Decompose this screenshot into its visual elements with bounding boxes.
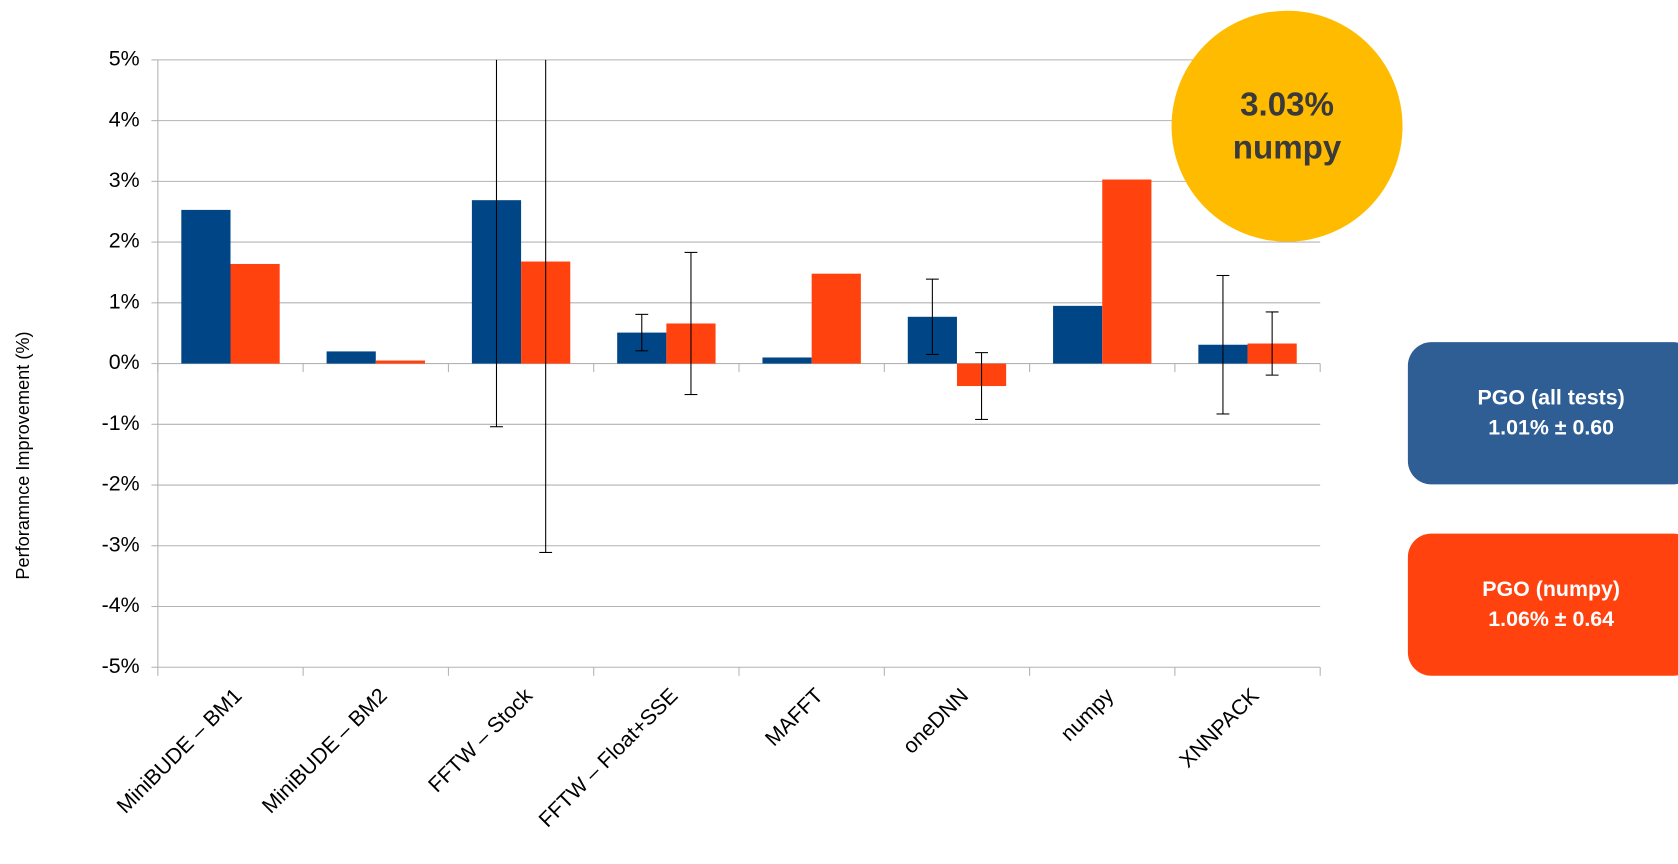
y-tick-label: -4%: [102, 593, 140, 617]
bar: [181, 209, 231, 364]
y-tick-label: -3%: [102, 532, 140, 556]
y-tick-label: 1%: [109, 289, 140, 313]
x-tick-label: MAFFT: [760, 683, 827, 750]
y-tick-label: 5%: [109, 47, 140, 71]
x-tick-label: numpy: [1056, 683, 1119, 746]
error-bar: [539, 59, 553, 553]
y-tick-label: -2%: [102, 472, 140, 496]
legend-box: [1407, 533, 1678, 676]
error-bar: [635, 313, 649, 352]
legend-label: PGO (numpy): [1482, 577, 1620, 601]
y-tick-label: 4%: [109, 107, 140, 131]
y-tick-label: 0%: [109, 350, 140, 374]
legend-summary: 1.06% ± 0.64: [1488, 607, 1614, 631]
y-tick-label: 3%: [109, 168, 140, 192]
y-axis-title: Perforamnce Improvement (%): [13, 331, 33, 579]
x-tick-label: MiniBUDE – BM1: [112, 683, 247, 818]
bar: [811, 273, 861, 364]
error-bar: [490, 59, 503, 428]
legend-box: [1407, 342, 1678, 485]
x-tick-label: XNNPACK: [1175, 683, 1264, 772]
bar: [762, 357, 812, 364]
y-tick-label: -1%: [102, 411, 140, 435]
legend-summary: 1.01% ± 0.60: [1488, 415, 1614, 439]
bar: [375, 360, 425, 364]
bar: [1102, 179, 1152, 364]
x-tick-label: oneDNN: [898, 683, 973, 758]
x-tick-label: MiniBUDE – BM2: [257, 683, 392, 818]
callout-circle: [1171, 10, 1403, 242]
x-tick-label: FFTW – Float+SSE: [534, 683, 682, 831]
bar: [326, 351, 376, 364]
y-tick-label: 2%: [109, 229, 140, 253]
y-tick-label: -5%: [102, 654, 140, 678]
bar: [1053, 305, 1103, 364]
error-bar: [684, 251, 698, 396]
error-bar: [975, 352, 988, 420]
error-bar: [925, 278, 939, 355]
error-bar: [1265, 311, 1279, 376]
callout-value: 3.03%: [1240, 87, 1334, 124]
error-bar: [1216, 274, 1230, 415]
legend-label: PGO (all tests): [1478, 385, 1625, 409]
callout-category: numpy: [1233, 129, 1342, 166]
bar: [230, 263, 280, 364]
x-tick-label: FFTW – Stock: [424, 683, 538, 797]
